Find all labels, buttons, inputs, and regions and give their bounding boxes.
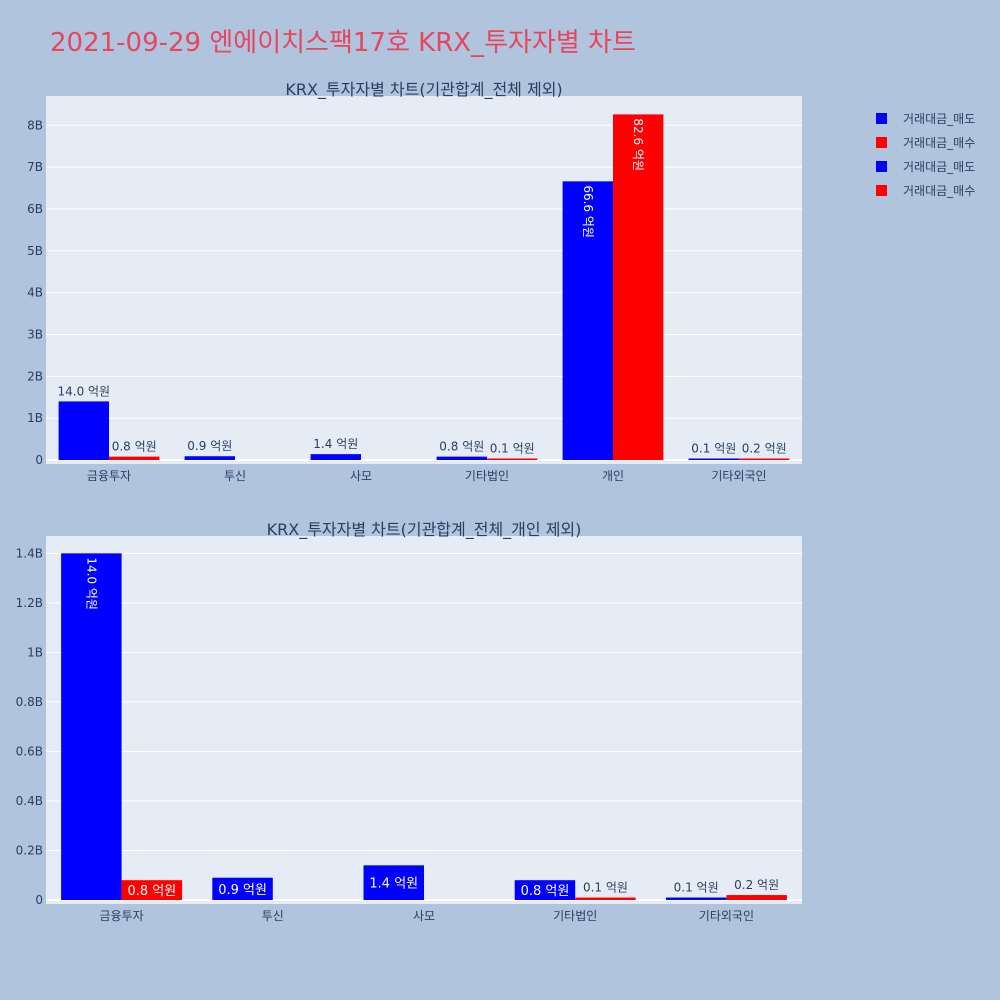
bar-sell-4 [514, 880, 576, 900]
y-tick-label: 0 [35, 453, 43, 467]
y-tick-label: 4B [27, 286, 43, 300]
bar-buy-4 [487, 458, 538, 460]
data-label: 0.8 억원 [439, 440, 484, 454]
legend-swatch [876, 160, 887, 172]
data-label: 0.1 억원 [674, 881, 719, 895]
legend-item-sell-2[interactable]: 거래대금_매도 [876, 154, 975, 178]
bar-buy-1 [109, 456, 160, 460]
legend-swatch [876, 136, 887, 148]
y-tick-label: 0.8B [16, 695, 43, 709]
legend-swatch [876, 184, 887, 196]
bar-buy-6 [739, 458, 790, 460]
bar-buy-5 [726, 895, 787, 900]
bar-sell-5 [665, 897, 727, 900]
bar-sell-3 [310, 454, 361, 460]
y-tick-label: 0.6B [16, 744, 43, 758]
y-tick-label: 1.4B [16, 546, 43, 560]
bar-sell-1 [61, 553, 122, 900]
y-tick-label: 1B [27, 411, 43, 425]
y-tick-label: 6B [27, 202, 43, 216]
x-tick-label: 금융투자 [100, 909, 144, 923]
bar-buy-4 [575, 897, 636, 900]
y-tick-label: 2B [27, 369, 43, 383]
data-label: 14.0 억원 [84, 557, 98, 610]
legend[interactable]: 거래대금_매도 거래대금_매수 거래대금_매도 거래대금_매수 [876, 106, 975, 202]
legend-label: 거래대금_매도 [903, 159, 976, 174]
y-tick-label: 0 [35, 893, 43, 907]
chart-2: 0 0.2B 0.4B 0.6B 0.8B 1B 1.2B 1.4B KRX_투자자별 차트(기… [16, 520, 802, 923]
y-tick-label: 0.2B [16, 843, 43, 857]
data-label: 66.6 억원 [581, 185, 595, 238]
bar-sell-6 [688, 458, 739, 460]
y-tick-label: 1B [27, 645, 43, 659]
x-tick-label: 사모 [413, 909, 435, 923]
y-tick-label: 1.2B [16, 596, 43, 610]
legend-item-buy-2[interactable]: 거래대금_매수 [876, 178, 975, 202]
x-tick-label: 기타외국인 [711, 469, 766, 483]
x-tick-label: 금융투자 [87, 469, 131, 483]
bar-sell-2 [184, 456, 235, 460]
legend-item-sell-1[interactable]: 거래대금_매도 [876, 106, 975, 130]
plot-area [46, 96, 802, 464]
data-label: 1.4 억원 [369, 877, 418, 892]
y-tick-label: 7B [27, 160, 43, 174]
bar-buy-5 [613, 114, 664, 461]
legend-label: 거래대금_매도 [903, 111, 976, 126]
data-label: 0.9 억원 [187, 439, 232, 453]
data-label: 0.2 억원 [742, 442, 787, 456]
data-label: 0.9 억원 [218, 883, 267, 898]
data-label: 0.1 억원 [490, 442, 535, 456]
data-label: 0.8 억원 [112, 440, 157, 454]
bar-sell-2 [212, 877, 273, 900]
legend-swatch [876, 112, 887, 124]
y-tick-label: 3B [27, 327, 43, 341]
data-label: 82.6 억원 [631, 118, 645, 171]
x-tick-label: 기타법인 [553, 909, 597, 923]
data-label: 1.4 억원 [313, 437, 358, 451]
data-label: 14.0 억원 [57, 384, 110, 398]
y-tick-label: 5B [27, 244, 43, 258]
legend-label: 거래대금_매수 [903, 183, 976, 198]
x-tick-label: 사모 [350, 469, 372, 483]
plot-area [46, 536, 802, 904]
x-tick-label: 기타외국인 [699, 909, 754, 923]
bar-buy-1 [121, 880, 183, 900]
chart-title: KRX_투자자별 차트(기관합계_전체 제외) [285, 80, 562, 100]
bar-sell-1 [58, 401, 109, 460]
chart-title: KRX_투자자별 차트(기관합계_전체_개인 제외) [267, 520, 582, 540]
x-tick-label: 개인 [602, 469, 624, 483]
legend-item-buy-1[interactable]: 거래대금_매수 [876, 130, 975, 154]
bar-sell-5 [562, 181, 613, 460]
y-tick-label: 0.4B [16, 794, 43, 808]
data-label: 0.1 억원 [691, 442, 736, 456]
data-label: 0.8 억원 [521, 884, 570, 899]
data-label: 0.2 억원 [734, 878, 779, 892]
data-label: 0.8 억원 [127, 884, 176, 899]
legend-label: 거래대금_매수 [903, 135, 976, 150]
bar-sell-3 [363, 865, 424, 900]
data-label: 0.1 억원 [583, 881, 628, 895]
chart-1: 0 1B 2B 3B 4B 5B 6B 7B 8B KRX_투자자별 차트(기관합계_전체 제외)… [27, 80, 802, 483]
page-title: 2021-09-29 엔에이치스팩17호 KRX_투자자별 차트 [50, 28, 636, 58]
x-tick-label: 투신 [262, 909, 284, 923]
x-tick-label: 투신 [224, 469, 246, 483]
bar-sell-4 [436, 456, 487, 460]
x-tick-label: 기타법인 [465, 469, 509, 483]
y-tick-label: 8B [27, 118, 43, 132]
